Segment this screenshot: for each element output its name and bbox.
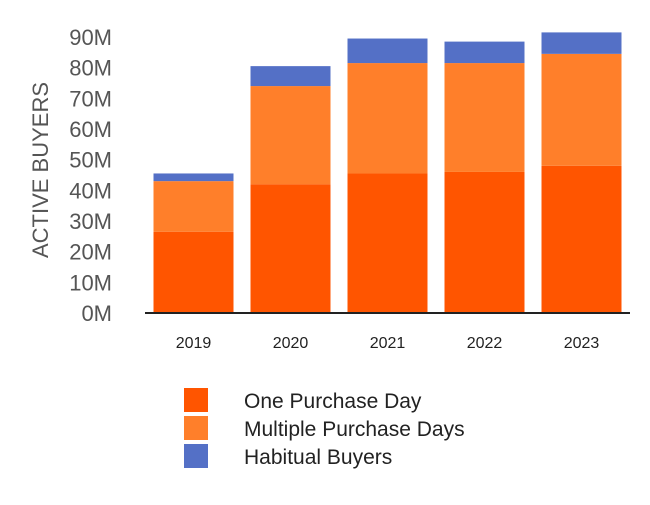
bar-2019-habitual-buyers <box>153 173 234 182</box>
bar-2022-habitual-buyers <box>444 41 525 64</box>
bar-2022-one-purchase-day <box>444 171 525 313</box>
y-tick-label: 20M <box>69 240 112 265</box>
bar-2021-multiple-purchase-days <box>347 63 428 174</box>
x-tick-label: 2020 <box>273 335 309 352</box>
x-axis-ticks: 2019 2020 2021 2022 2023 <box>176 335 600 352</box>
bar-2020-multiple-purchase-days <box>250 86 331 185</box>
legend-item: One Purchase Day <box>184 388 422 413</box>
y-tick-label: 90M <box>69 25 112 50</box>
bar-2021-habitual-buyers <box>347 38 428 64</box>
legend-item: Habitual Buyers <box>184 444 392 469</box>
bar-2023-habitual-buyers <box>541 32 622 54</box>
x-tick-label: 2019 <box>176 335 212 352</box>
y-tick-label: 40M <box>69 178 112 203</box>
y-tick-label: 80M <box>69 56 112 81</box>
legend-item: Multiple Purchase Days <box>184 416 465 441</box>
y-tick-label: 10M <box>69 270 112 295</box>
bar-2023-one-purchase-day <box>541 165 622 313</box>
bar-stack-2021 <box>347 38 428 313</box>
bar-2019-one-purchase-day <box>153 231 234 313</box>
x-tick-label: 2022 <box>467 335 503 352</box>
legend-swatch <box>184 444 208 468</box>
bar-stack-2019 <box>153 173 234 313</box>
bar-2022-multiple-purchase-days <box>444 63 525 172</box>
y-tick-label: 0M <box>81 301 112 326</box>
bar-2020-one-purchase-day <box>250 184 331 313</box>
legend-label: One Purchase Day <box>244 390 422 413</box>
y-axis-ticks: 0M 10M 20M 30M 40M 50M 60M 70M 80M 90M <box>69 25 112 326</box>
y-axis-title: ACTIVE BUYERS <box>28 82 53 258</box>
y-tick-label: 30M <box>69 209 112 234</box>
bar-2019-multiple-purchase-days <box>153 181 234 232</box>
legend-swatch <box>184 388 208 412</box>
bar-stack-2023 <box>541 32 622 313</box>
y-axis-title-group: ACTIVE BUYERS <box>28 82 53 258</box>
bar-2020-habitual-buyers <box>250 66 331 87</box>
bar-stack-2022 <box>444 41 525 313</box>
legend-swatch <box>184 416 208 440</box>
legend-label: Habitual Buyers <box>244 446 392 469</box>
y-tick-label: 60M <box>69 117 112 142</box>
bar-2021-one-purchase-day <box>347 173 428 313</box>
x-tick-label: 2023 <box>564 335 600 352</box>
bars <box>153 32 622 313</box>
x-tick-label: 2021 <box>370 335 406 352</box>
bar-stack-2020 <box>250 66 331 313</box>
legend-label: Multiple Purchase Days <box>244 418 465 441</box>
bar-2023-multiple-purchase-days <box>541 53 622 166</box>
legend: One Purchase Day Multiple Purchase Days Ha… <box>184 388 465 469</box>
y-tick-label: 50M <box>69 148 112 173</box>
y-tick-label: 70M <box>69 86 112 111</box>
